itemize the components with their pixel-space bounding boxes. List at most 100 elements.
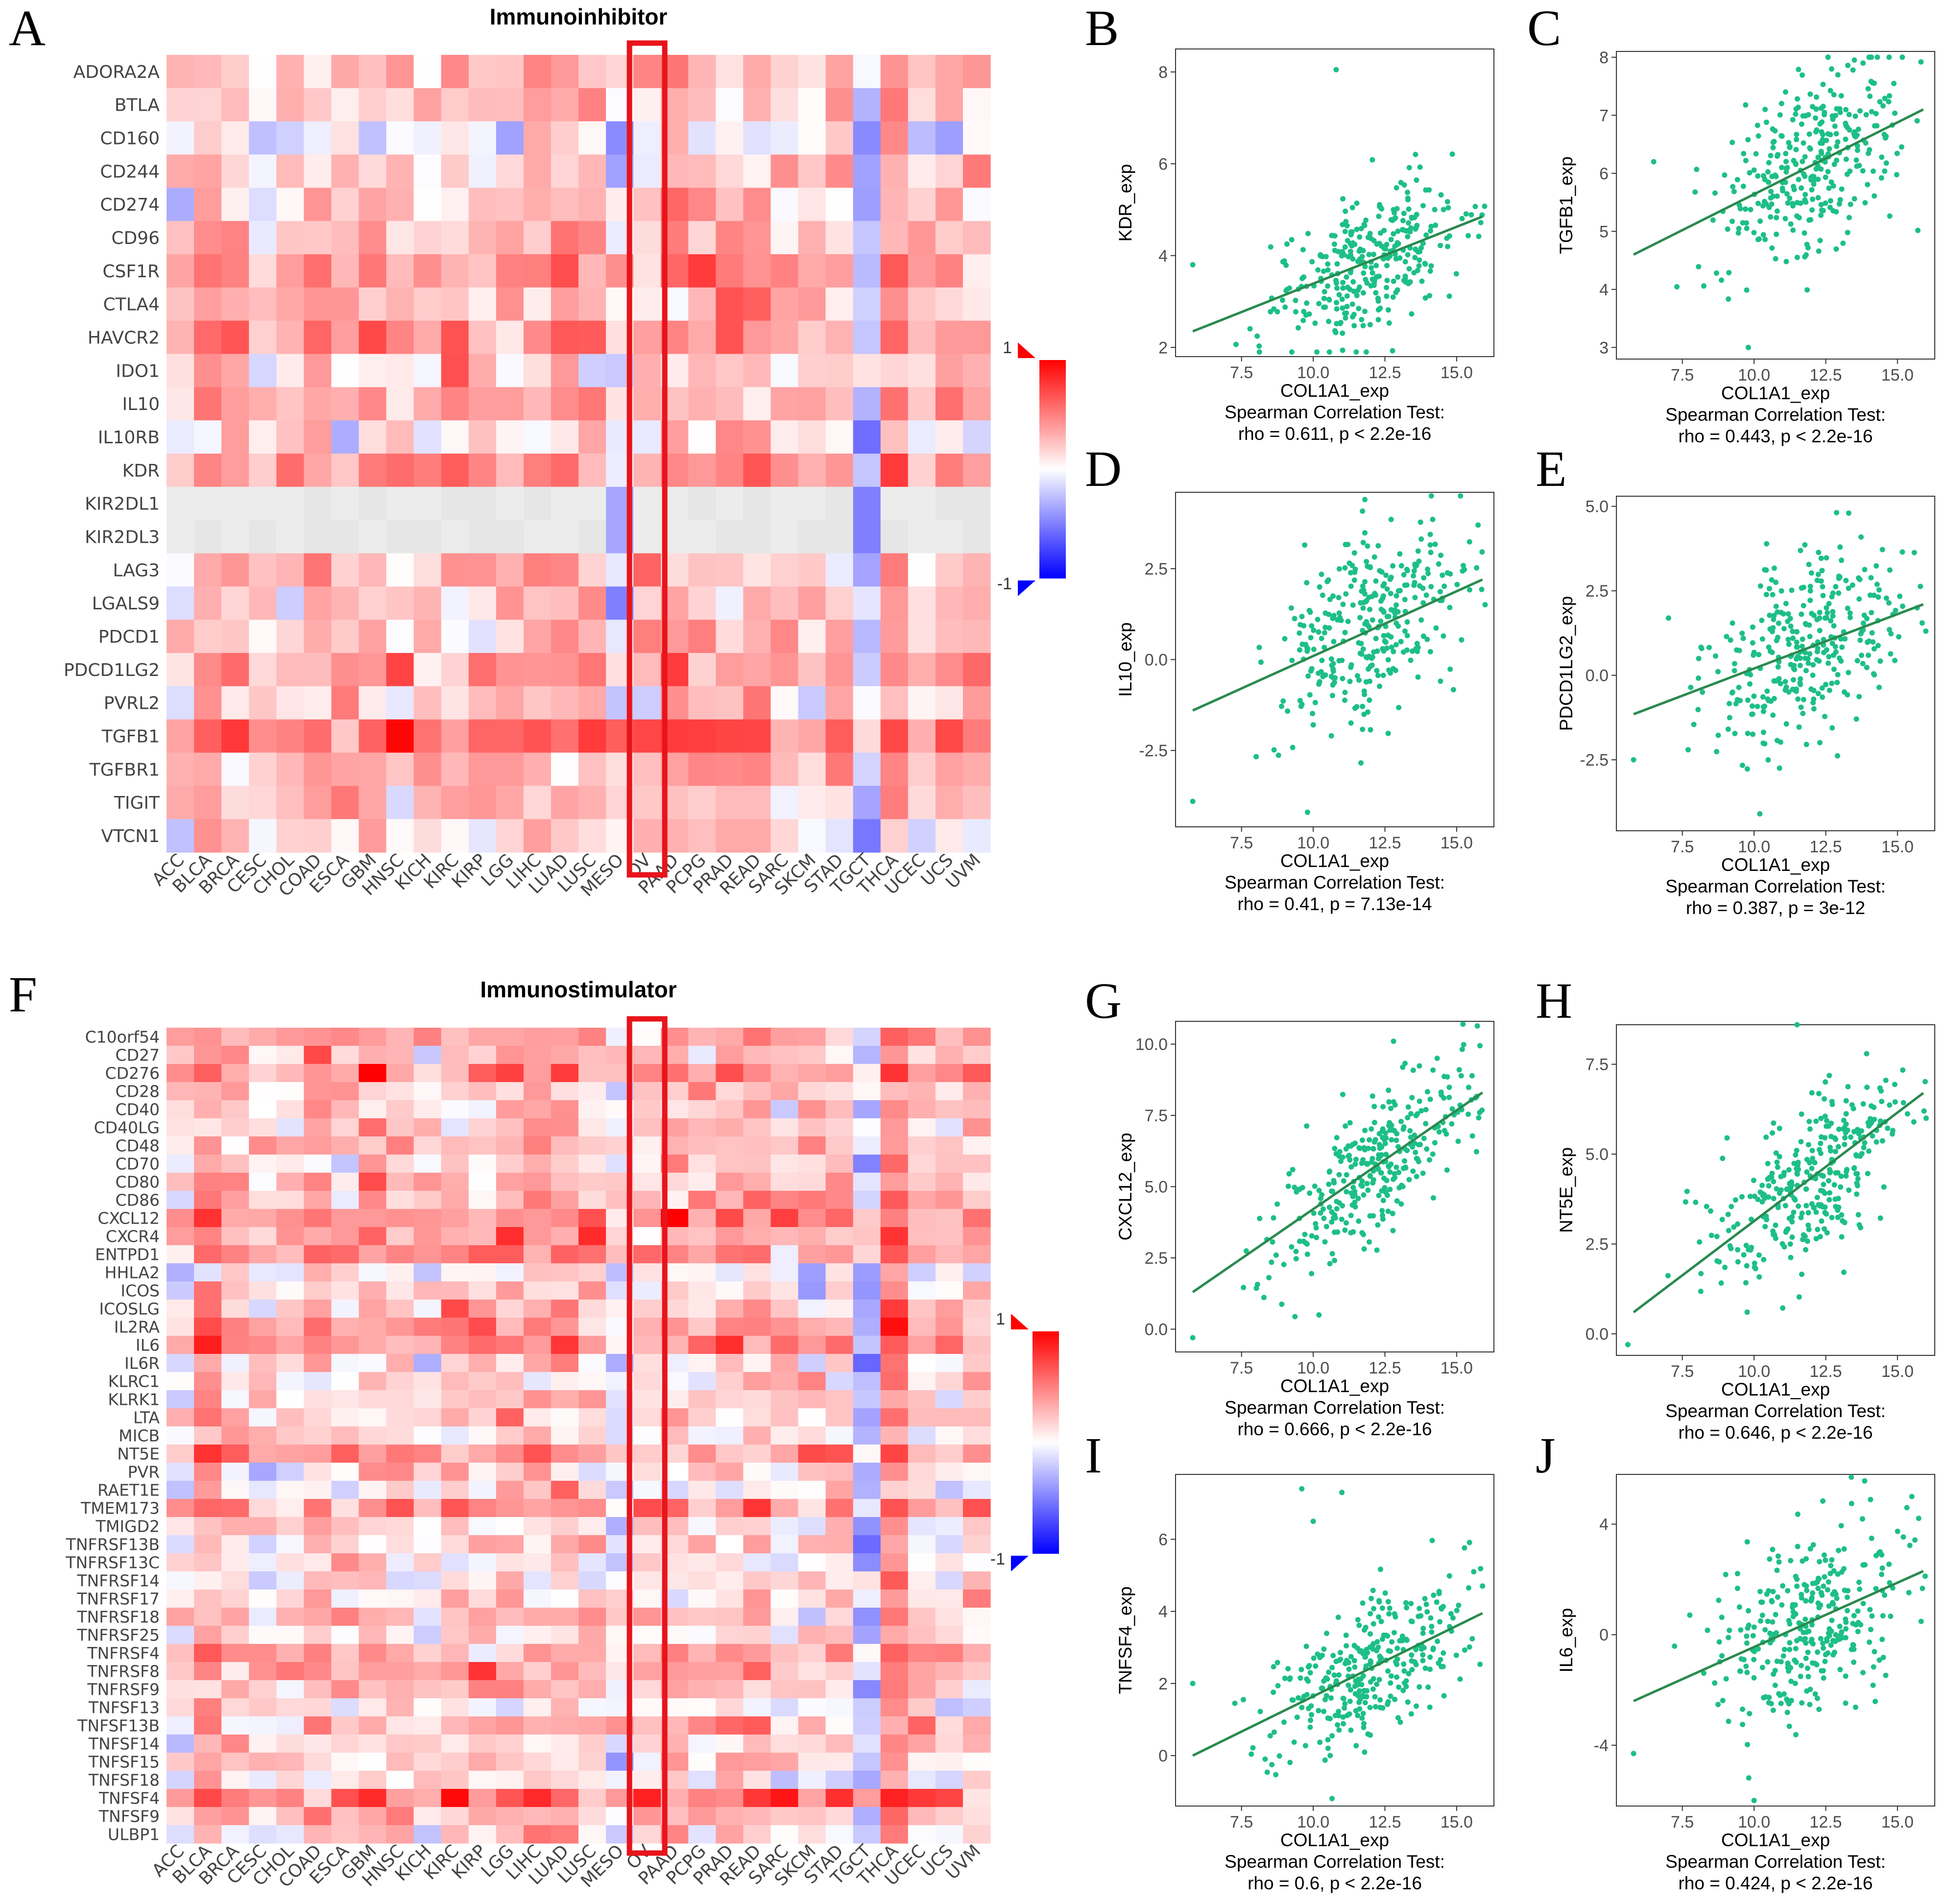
heatmap-cell <box>853 1372 881 1391</box>
heatmap-cell <box>880 1100 909 1119</box>
heatmap-cell <box>688 154 716 188</box>
heatmap-cell <box>523 1789 552 1808</box>
heatmap-cell <box>276 1173 304 1191</box>
panel-label-i: I <box>1085 1427 1102 1484</box>
scatter-point <box>1279 1301 1285 1307</box>
scatter-point <box>1376 214 1382 219</box>
colorbar-max-triangle <box>1018 342 1035 358</box>
scatter-point <box>1394 1137 1399 1143</box>
scatter-point <box>1379 1188 1385 1194</box>
heatmap-cell <box>825 287 854 321</box>
heatmap-cell <box>825 1716 854 1735</box>
scatter-point <box>1413 1150 1418 1156</box>
y-axis-label: PDCD1LG2_exp <box>1556 596 1576 731</box>
scatter-point <box>1256 349 1262 355</box>
y-tick-label: 2.5 <box>1586 582 1609 601</box>
scatter-point <box>1843 1626 1849 1632</box>
scatter-point <box>1837 1666 1843 1672</box>
scatter-point <box>1843 1635 1849 1640</box>
scatter-point <box>1425 566 1430 572</box>
row-label-cd96: CD96 <box>111 228 160 248</box>
scatter-point <box>1413 563 1418 569</box>
scatter-point <box>1309 1271 1315 1277</box>
scatter-point <box>1831 623 1837 629</box>
scatter-point <box>1809 1622 1815 1628</box>
heatmap-cell <box>331 719 360 753</box>
heatmap-cell <box>688 1136 716 1155</box>
scatter-point <box>1414 177 1419 183</box>
scatter-point <box>1400 217 1406 223</box>
scatter-point <box>1753 151 1759 157</box>
heatmap-cell <box>962 1499 991 1518</box>
heatmap-cell <box>304 1354 332 1373</box>
heatmap-cell <box>194 1354 222 1373</box>
correlation-stat: rho = 0.666, p < 2.2e-16 <box>1237 1419 1432 1439</box>
scatter-point <box>1340 330 1346 336</box>
row-label-tnfrsf14: TNFRSF14 <box>76 1571 160 1590</box>
scatter-point <box>1822 1659 1828 1664</box>
scatter-point <box>1362 309 1368 314</box>
scatter-point <box>1827 1073 1832 1079</box>
heatmap-cell <box>825 1553 854 1572</box>
scatter-point <box>1385 1701 1391 1707</box>
scatter-point <box>1385 307 1391 313</box>
scatter-point <box>1790 117 1796 122</box>
heatmap-cell <box>359 1372 387 1391</box>
x-tick-label: 10.0 <box>1738 1362 1770 1381</box>
heatmap-cell <box>770 1481 799 1499</box>
heatmap-cell <box>880 1445 909 1463</box>
scatter-point <box>1348 252 1353 258</box>
scatter-point <box>1803 655 1808 661</box>
heatmap-cell <box>249 719 277 753</box>
scatter-point <box>1838 93 1844 98</box>
scatter-point <box>1851 1106 1856 1111</box>
heatmap-cell <box>249 1191 277 1209</box>
heatmap-cell <box>249 1136 277 1155</box>
scatter-point <box>1744 1309 1750 1315</box>
row-label-icos: ICOS <box>120 1281 160 1300</box>
heatmap-cell <box>523 1825 552 1844</box>
scatter-point <box>1378 1170 1384 1176</box>
heatmap-cell <box>688 586 716 620</box>
heatmap-cell <box>908 1390 936 1409</box>
heatmap-cell <box>496 1281 524 1300</box>
heatmap-cell <box>276 1590 304 1608</box>
scatter-point <box>1838 1173 1844 1179</box>
heatmap-cell <box>523 55 552 89</box>
heatmap-cell <box>468 686 497 720</box>
scatter-point <box>1827 1190 1832 1196</box>
heatmap-cell <box>221 1608 249 1626</box>
heatmap-cell <box>249 1644 277 1663</box>
scatter-point <box>1856 1579 1862 1585</box>
scatter-point <box>1408 1111 1414 1117</box>
scatter-point <box>1269 1762 1275 1767</box>
row-label-cd28: CD28 <box>116 1082 160 1101</box>
scatter-point <box>1428 493 1434 499</box>
scatter-point <box>1766 1183 1772 1189</box>
heatmap-cell <box>825 1735 854 1753</box>
heatmap-cell <box>770 1517 799 1536</box>
heatmap-cell <box>825 1426 854 1445</box>
heatmap-cell <box>908 1064 936 1083</box>
scatter-point <box>1829 725 1835 731</box>
scatter-point <box>1374 1247 1380 1253</box>
heatmap-cell <box>523 1173 552 1191</box>
heatmap-cell <box>331 1300 360 1318</box>
heatmap-cell <box>167 752 194 786</box>
heatmap-cell <box>578 1281 606 1300</box>
heatmap-cell <box>441 520 469 554</box>
scatter-point <box>1714 749 1720 754</box>
scatter-point <box>1774 231 1779 237</box>
heatmap-cell <box>716 1735 744 1753</box>
heatmap-cell <box>908 1680 936 1699</box>
heatmap-cell <box>496 1553 524 1572</box>
heatmap-cell <box>441 1118 469 1137</box>
scatter-point <box>1873 111 1879 117</box>
x-tick-label: 10.0 <box>1297 363 1329 382</box>
scatter-point <box>1417 257 1422 263</box>
row-label-cd244: CD244 <box>100 162 160 182</box>
heatmap-cell <box>962 1644 991 1663</box>
scatter-point <box>1770 1546 1776 1552</box>
heatmap-cell <box>962 1136 991 1155</box>
scatter-point <box>1844 1594 1850 1600</box>
